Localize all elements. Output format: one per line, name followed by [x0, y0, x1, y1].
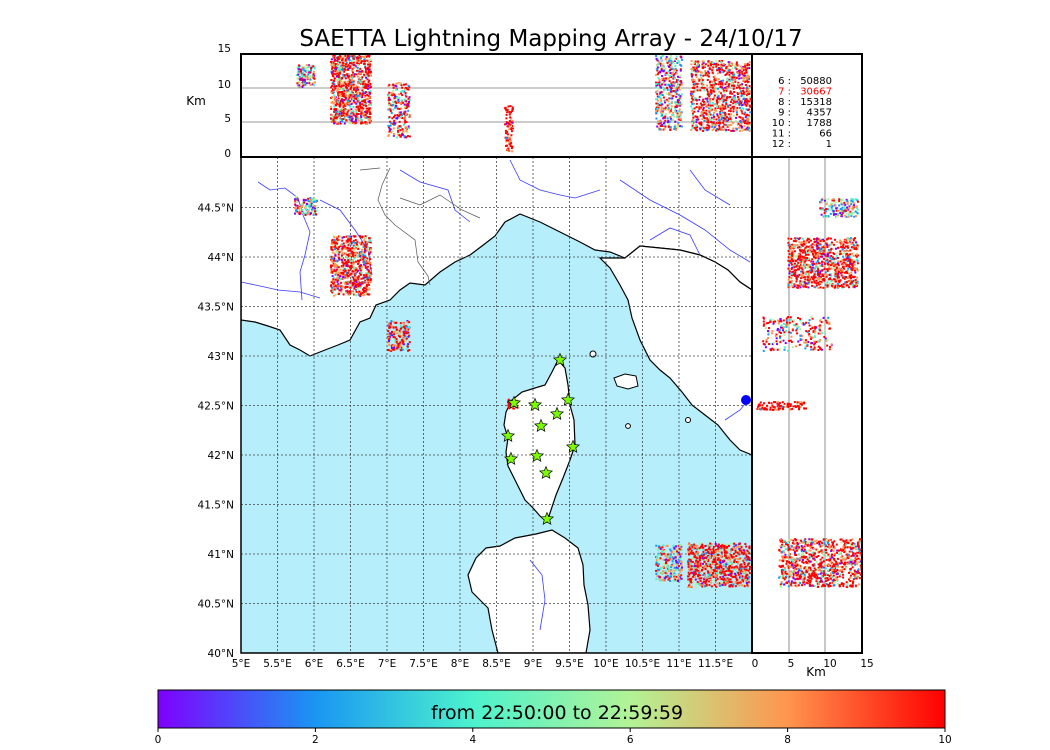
- station-count-rows: 6 : 50880 7 : 30667 8 : 15318 9 : 4357 10 : 1788 1…: [772, 76, 832, 150]
- station-count-box: 6 : 50880 7 : 30667 8 : 15318 9 : 4357 10 : 1788 1…: [751, 53, 863, 158]
- lat-tick-label: 40.5°N: [198, 599, 234, 611]
- lightning-map-points: [294, 196, 751, 588]
- station-star-icon: [506, 395, 522, 410]
- lon-tick-label: 7.5°E: [409, 658, 438, 670]
- station-count-n: 6 :: [778, 76, 791, 87]
- stats-frame: [751, 53, 863, 158]
- station-star-icon: [560, 392, 576, 407]
- top-y-ticks: 15 10 5 0: [218, 43, 231, 160]
- top-tick-15: 15: [218, 43, 231, 55]
- lon-tick-label: 10°E: [593, 658, 618, 670]
- sardinia-island: [467, 529, 591, 653]
- station-count-value: 30667: [800, 87, 832, 98]
- giglio-island: [685, 417, 691, 423]
- lon-tick-label: 6.5°E: [336, 658, 365, 670]
- radar-marker: [741, 395, 751, 405]
- lat-tick-label: 43°N: [208, 351, 234, 363]
- lon-tick-label: 9°E: [524, 658, 543, 670]
- top-tick-0: 0: [224, 148, 231, 160]
- station-star-icon: [538, 465, 554, 480]
- top-km-label: Km: [186, 94, 206, 108]
- colorbar-tick-label: 4: [469, 734, 476, 746]
- elba-island: [613, 373, 639, 390]
- station-star-icon: [503, 451, 519, 466]
- side-tick-0: 0: [752, 658, 759, 670]
- side-tick-15: 15: [860, 658, 873, 670]
- side-tick-10: 10: [823, 658, 836, 670]
- lat-tick-label: 42.5°N: [198, 401, 234, 413]
- station-star-icon: [500, 428, 516, 443]
- mainland-italy: [598, 245, 752, 456]
- station-star-icon: [527, 397, 543, 412]
- station-count-value: 1: [826, 139, 832, 150]
- colorbar-tick-label: 0: [155, 734, 162, 746]
- lon-tick-label: 8.5°E: [482, 658, 511, 670]
- side-altitude-panel: 0 5 10 15 Km: [751, 156, 874, 679]
- lon-tick-label: 9.5°E: [555, 658, 584, 670]
- lma-stations: [500, 352, 581, 526]
- lon-tick-label: 5.5°E: [263, 658, 292, 670]
- station-star-icon: [549, 406, 565, 421]
- map-panel: 5°E 5.5°E 6°E 6.5°E 7°E 7.5°E 8°E 8.5°E 9°E 9.5°E…: [198, 156, 753, 670]
- lon-tick-label: 6°E: [305, 658, 324, 670]
- colorbar-tick-label: 10: [938, 734, 951, 746]
- lightning-alt-lat-points: [756, 198, 862, 588]
- side-km-label: Km: [806, 665, 826, 679]
- longitude-ticks: 5°E 5.5°E 6°E 6.5°E 7°E 7.5°E 8°E 8.5°E 9°E 9.5°E…: [232, 658, 733, 670]
- station-star-icon: [539, 511, 555, 526]
- top-tick-5: 5: [224, 113, 231, 125]
- side-tick-5: 5: [788, 658, 795, 670]
- lon-tick-label: 5°E: [232, 658, 251, 670]
- station-count-n: 12 :: [772, 139, 791, 150]
- colorbar-ticks: 0 2 4 6 8 10: [155, 728, 952, 746]
- borders: [359, 167, 481, 286]
- lat-tick-label: 42°N: [208, 450, 234, 462]
- lat-tick-label: 44°N: [208, 252, 234, 264]
- corsica-island: [503, 358, 576, 524]
- station-count-n: 11 :: [772, 129, 791, 140]
- side-x-ticks: 0 5 10 15: [752, 658, 874, 670]
- station-star-icon: [529, 448, 545, 463]
- station-star-icon: [533, 418, 549, 433]
- lat-tick-label: 43.5°N: [198, 302, 234, 314]
- station-count-n: 10 :: [772, 118, 791, 129]
- station-star-icon: [552, 352, 568, 367]
- colorbar-tick-label: 8: [784, 734, 791, 746]
- station-count-n: 9 :: [778, 108, 791, 119]
- station-count-value: 66: [819, 129, 832, 140]
- lon-tick-label: 10.5°E: [625, 658, 660, 670]
- top-altitude-panel: 15 10 5 0 Km: [186, 43, 753, 160]
- lon-tick-label: 7°E: [378, 658, 397, 670]
- station-count-value: 1788: [807, 118, 832, 129]
- colorbar-gradient: [157, 689, 946, 729]
- station-count-n: 8 :: [778, 97, 791, 108]
- top-tick-10: 10: [218, 79, 231, 91]
- capraia-island: [589, 350, 597, 358]
- lon-tick-label: 8°E: [451, 658, 470, 670]
- station-star-icon: [565, 439, 581, 454]
- station-count-value: 50880: [800, 76, 832, 87]
- station-count-value: 15318: [800, 97, 832, 108]
- figure-title: SAETTA Lightning Mapping Array - 24/10/1…: [299, 26, 802, 52]
- lat-tick-label: 41°N: [208, 549, 234, 561]
- lon-tick-label: 11.5°E: [698, 658, 733, 670]
- lat-tick-label: 44.5°N: [198, 203, 234, 215]
- latitude-ticks: 44.5°N 44°N 43.5°N 43°N 42.5°N 42°N 41.5°N 41°N…: [198, 203, 234, 661]
- side-panel-frame: [751, 156, 863, 654]
- lat-tick-label: 40°N: [208, 648, 234, 660]
- lat-tick-label: 41.5°N: [198, 500, 234, 512]
- colorbar-label: from 22:50:00 to 22:59:59: [431, 702, 683, 724]
- lightning-lon-alt-points: [296, 54, 752, 153]
- station-count-n: 7 :: [778, 87, 791, 98]
- colorbar-tick-label: 6: [627, 734, 634, 746]
- montecristo-island: [625, 423, 631, 429]
- colorbar-tick-label: 2: [312, 734, 319, 746]
- lon-tick-label: 11°E: [666, 658, 691, 670]
- station-count-value: 4357: [807, 108, 832, 119]
- time-colorbar: from 22:50:00 to 22:59:59 0 2 4 6 8 10: [155, 689, 952, 746]
